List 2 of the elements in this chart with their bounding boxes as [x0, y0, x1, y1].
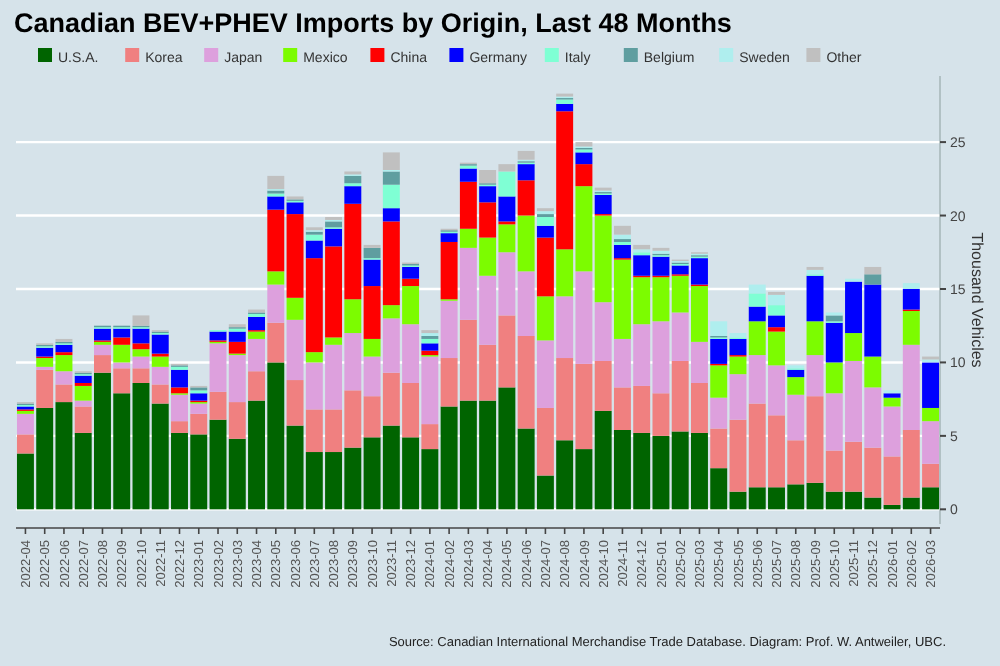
y-axis-title: Thousand Vehicles [968, 232, 986, 368]
chart-title: Canadian BEV+PHEV Imports by Origin, Last 48 Months [14, 8, 732, 38]
